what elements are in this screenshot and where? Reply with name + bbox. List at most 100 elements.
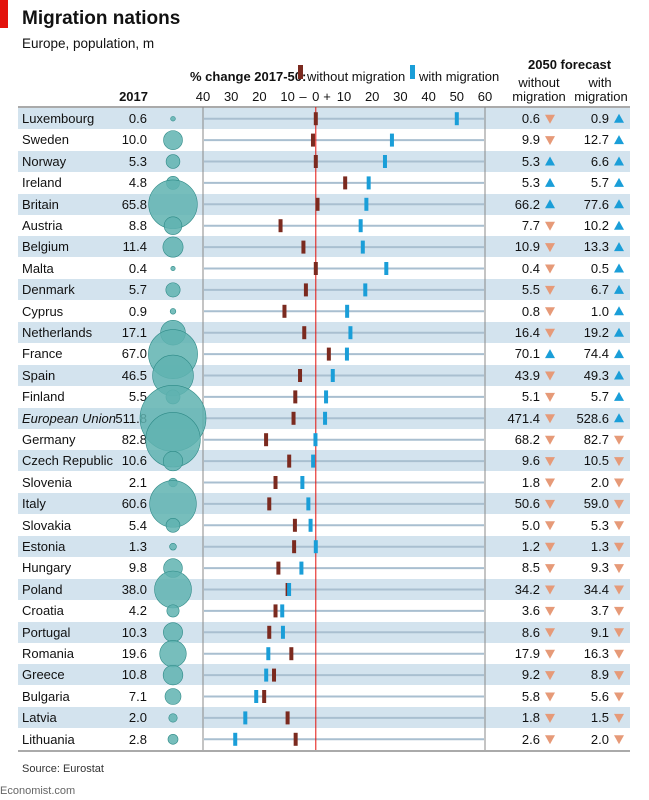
forecast-without-value: 0.8: [521, 303, 540, 319]
population-bubble: [166, 604, 180, 618]
forecast-with-value: 9.1: [590, 624, 609, 640]
population-2017: 7.1: [128, 688, 147, 704]
population-bubble: [163, 216, 183, 235]
without-migration-mark: [302, 326, 307, 340]
forecast-with-value: 5.7: [590, 175, 609, 191]
forecast-without-value: 9.2: [521, 667, 540, 683]
population-2017: 10.8: [121, 667, 147, 683]
population-2017: 9.8: [128, 560, 147, 576]
forecast-without-value: 50.6: [514, 496, 540, 512]
forecast-with-value: 34.4: [583, 581, 609, 597]
population-2017: 0.6: [128, 111, 147, 126]
forecast-with-value: 2.0: [590, 731, 609, 747]
population-2017: 5.7: [128, 282, 147, 298]
forecast-without-arrow-icon: [545, 542, 555, 552]
forecast-with-value: 82.7: [583, 432, 609, 447]
country-name: Croatia: [22, 603, 64, 619]
country-name: Britain: [22, 196, 59, 212]
forecast-without-arrow-icon: [545, 371, 555, 381]
without-migration-mark: [262, 690, 267, 703]
country-name: Cyprus: [22, 303, 64, 319]
forecast-without-arrow-icon: [545, 692, 555, 702]
forecast-without-arrow-icon: [545, 457, 555, 467]
forecast-without-value: 17.9: [514, 646, 540, 661]
population-2017: 65.8: [121, 196, 147, 212]
with-migration-mark: [360, 240, 365, 254]
population-2017: 4.8: [128, 175, 147, 191]
source-note: Source: Eurostat: [22, 763, 104, 775]
population-2017: 38.0: [121, 581, 147, 597]
x-tick-label: 30: [224, 89, 238, 104]
without-migration-mark: [298, 369, 303, 382]
forecast-with-value: 49.3: [583, 367, 609, 383]
forecast-without-value: 5.8: [521, 688, 540, 704]
forecast-without-arrow-icon: [545, 414, 555, 424]
forecast-without-value: 9.6: [521, 453, 540, 469]
legend-with-swatch: [410, 65, 415, 79]
forecast-without-value: 8.5: [521, 560, 540, 576]
forecast-without-value: 2.6: [521, 731, 540, 747]
without-migration-mark: [291, 411, 296, 425]
forecast-with-value: 9.3: [590, 560, 609, 576]
with-migration-mark: [280, 625, 285, 639]
x-tick-label: 40: [421, 89, 435, 104]
country-name: Poland: [22, 581, 63, 597]
forecast-with-arrow-icon: [614, 177, 624, 187]
forecast-with-value: 1.0: [590, 303, 609, 319]
without-migration-mark: [293, 390, 298, 404]
forecast-with-arrow-icon: [614, 435, 624, 445]
with-migration-mark: [324, 390, 329, 404]
without-migration-mark: [264, 433, 269, 447]
forecast-with-value: 19.2: [583, 325, 609, 340]
population-2017: 5.4: [128, 517, 147, 533]
forecast-without-1: without: [518, 75, 560, 90]
with-migration-mark: [264, 668, 269, 682]
forecast-without-value: 70.1: [514, 346, 540, 362]
without-migration-mark: [289, 647, 294, 661]
forecast-with-arrow-icon: [614, 263, 624, 273]
x-tick-label: 20: [365, 89, 379, 104]
without-migration-mark: [293, 732, 298, 746]
forecast-with-value: 77.6: [583, 196, 609, 212]
x-tick-label: 60: [478, 89, 492, 104]
forecast-without-value: 0.4: [521, 260, 540, 276]
credit-note: Economist.com: [0, 785, 76, 797]
without-migration-mark: [273, 476, 278, 489]
x-tick-label: 20: [252, 89, 266, 104]
with-migration-mark: [454, 112, 459, 126]
forecast-with-value: 2.0: [590, 474, 609, 490]
forecast-with-arrow-icon: [614, 564, 624, 574]
forecast-with-value: 0.9: [590, 111, 609, 126]
with-migration-mark: [344, 347, 349, 361]
with-migration-mark: [366, 176, 371, 190]
population-bubble: [170, 116, 176, 122]
with-migration-mark: [382, 155, 387, 168]
population-2017: 2.8: [128, 731, 147, 747]
forecast-without-arrow-icon: [545, 349, 555, 359]
forecast-with-arrow-icon: [614, 521, 624, 531]
forecast-with-arrow-icon: [614, 585, 624, 595]
with-migration-mark: [389, 133, 394, 147]
forecast-without-value: 1.2: [521, 539, 540, 554]
forecast-without-arrow-icon: [545, 649, 555, 659]
without-migration-mark: [278, 219, 283, 233]
without-migration-mark: [303, 283, 308, 297]
forecast-with-2: migration: [574, 89, 628, 104]
with-migration-mark: [280, 604, 285, 618]
without-migration-mark: [310, 133, 315, 147]
forecast-with-arrow-icon: [614, 606, 624, 616]
legend-without-label: without migration: [307, 69, 406, 84]
forecast-with-value: 6.7: [590, 282, 609, 298]
forecast-without-value: 1.8: [521, 474, 540, 490]
chart-subtitle: Europe, population, m: [22, 36, 155, 51]
country-name: Czech Republic: [22, 453, 114, 469]
forecast-without-arrow-icon: [545, 564, 555, 574]
forecast-with-arrow-icon: [614, 542, 624, 552]
brand-tag: [0, 0, 8, 28]
pct-change-label: % change 2017-50:: [190, 69, 307, 84]
forecast-with-arrow-icon: [614, 220, 624, 230]
forecast-without-value: 5.5: [521, 282, 540, 298]
population-2017: 10.0: [121, 132, 147, 148]
forecast-with-value: 1.5: [590, 710, 609, 726]
forecast-without-arrow-icon: [545, 328, 555, 338]
